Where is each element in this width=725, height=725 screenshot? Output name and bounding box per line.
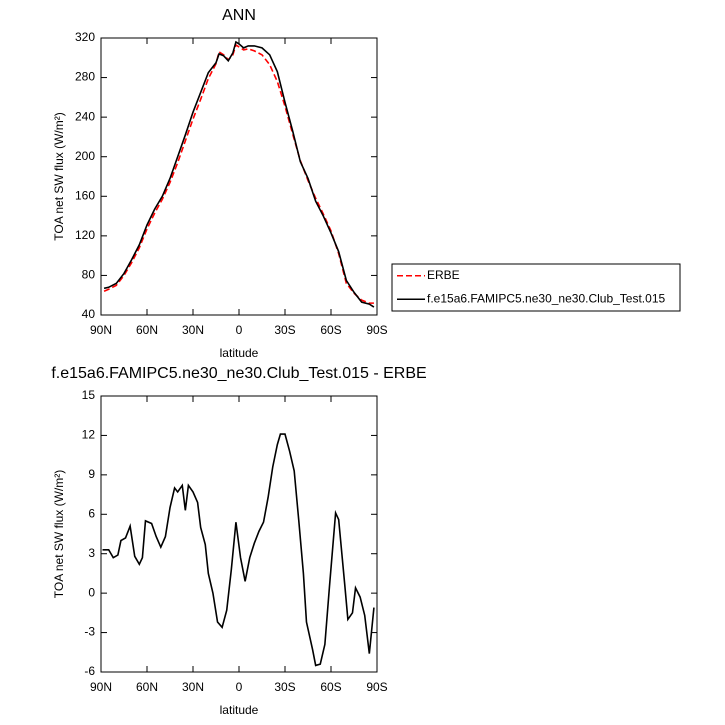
x-tick-label: 60S [320, 680, 341, 694]
x-tick-label: 90N [90, 323, 112, 337]
y-tick-label: 80 [82, 268, 96, 282]
legend-box [391, 263, 681, 312]
data-line [103, 43, 374, 304]
y-tick-label: 15 [82, 388, 96, 402]
y-tick-label: 320 [75, 30, 95, 44]
y-axis-label: TOA net SW flux (W/m²) [52, 112, 66, 240]
y-tick-label: 160 [75, 188, 95, 202]
x-tick-label: 90S [366, 323, 387, 337]
data-line [102, 433, 375, 667]
plot-frame [100, 37, 378, 316]
y-tick-label: 0 [88, 585, 95, 599]
x-tick-label: 30N [182, 680, 204, 694]
y-tick-label: 200 [75, 149, 95, 163]
x-tick-label: 0 [236, 323, 243, 337]
y-tick-label: 9 [88, 467, 95, 481]
y-tick-label: 12 [82, 428, 96, 442]
x-tick-label: 90S [366, 680, 387, 694]
y-tick-label: 3 [88, 546, 95, 560]
x-tick-label: 60N [136, 323, 158, 337]
data-line [103, 40, 375, 308]
y-tick-label: -3 [84, 625, 95, 639]
y-tick-label: -6 [84, 664, 95, 678]
x-axis-label: latitude [220, 703, 259, 717]
legend-label: ERBE [427, 268, 460, 282]
x-tick-label: 60N [136, 680, 158, 694]
y-tick-label: 6 [88, 506, 95, 520]
y-tick-label: 280 [75, 70, 95, 84]
x-tick-label: 60S [320, 323, 341, 337]
y-tick-label: 240 [75, 109, 95, 123]
x-axis-label: latitude [220, 346, 259, 360]
plot-frame [100, 395, 378, 673]
chart-title: f.e15a6.FAMIPC5.ne30_ne30.Club_Test.015 … [51, 365, 426, 382]
y-tick-label: 40 [82, 307, 96, 321]
legend-label: f.e15a6.FAMIPC5.ne30_ne30.Club_Test.015 [427, 291, 665, 305]
x-tick-label: 30S [274, 323, 295, 337]
chart-title: ANN [222, 7, 256, 24]
y-tick-label: 120 [75, 228, 95, 242]
x-tick-label: 0 [236, 680, 243, 694]
x-tick-label: 30S [274, 680, 295, 694]
x-tick-label: 90N [90, 680, 112, 694]
x-tick-label: 30N [182, 323, 204, 337]
y-axis-label: TOA net SW flux (W/m²) [52, 470, 66, 598]
